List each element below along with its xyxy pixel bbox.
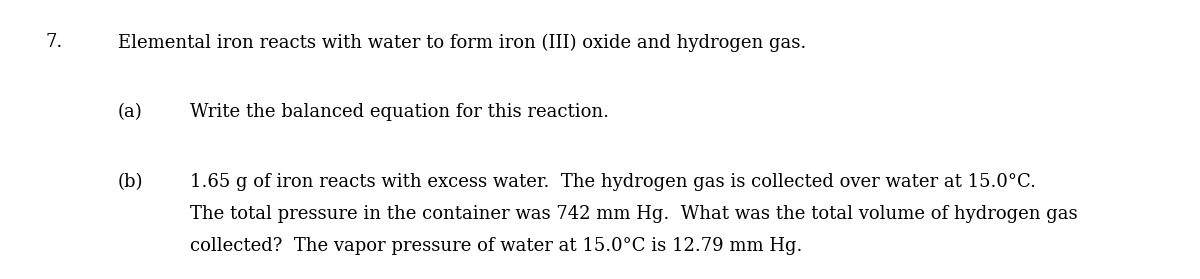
Text: Elemental iron reacts with water to form iron (III) oxide and hydrogen gas.: Elemental iron reacts with water to form… [118, 33, 806, 52]
Text: (b): (b) [118, 173, 143, 191]
Text: (a): (a) [118, 103, 143, 121]
Text: 7.: 7. [46, 33, 62, 52]
Text: 1.65 g of iron reacts with excess water.  The hydrogen gas is collected over wat: 1.65 g of iron reacts with excess water.… [190, 173, 1036, 191]
Text: Write the balanced equation for this reaction.: Write the balanced equation for this rea… [190, 103, 608, 121]
Text: The total pressure in the container was 742 mm Hg.  What was the total volume of: The total pressure in the container was … [190, 205, 1078, 223]
Text: collected?  The vapor pressure of water at 15.0°C is 12.79 mm Hg.: collected? The vapor pressure of water a… [190, 237, 802, 255]
